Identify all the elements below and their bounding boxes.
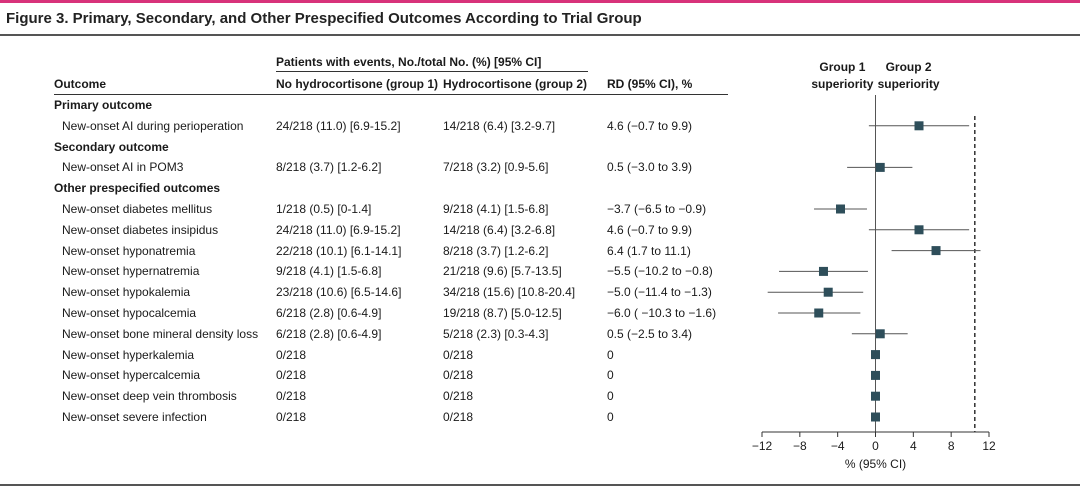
- table-cell-group-1: 0/218: [276, 389, 307, 404]
- table-cell-outcome: New-onset hypocalcemia: [62, 306, 197, 320]
- table-cell-group-1: 8/218 (3.7) [1.2-6.2]: [276, 160, 382, 175]
- x-tick-label: 12: [982, 439, 996, 453]
- point-estimate-marker: [914, 225, 924, 235]
- point-estimate-marker: [871, 350, 880, 360]
- point-estimate-marker: [875, 162, 885, 172]
- table-cell-group-2: 14/218 (6.4) [3.2-9.7]: [443, 118, 556, 133]
- table-cell-rd: 0: [607, 368, 614, 383]
- col-header-rd: RD (95% CI), %: [607, 77, 693, 91]
- point-estimate-marker: [875, 329, 885, 339]
- col-header-group1: No hydrocortisone (group 1): [276, 77, 438, 91]
- figure-title: Figure 3. Primary, Secondary, and Other …: [6, 10, 642, 27]
- table-cell-group-1: 22/218 (10.1) [6.1-14.1]: [276, 243, 402, 258]
- table-cell-outcome: New-onset hypernatremia: [62, 264, 200, 279]
- table-cell-outcome: New-onset diabetes insipidus: [62, 222, 219, 237]
- table-cell-outcome: New-onset deep vein thrombosis: [62, 389, 237, 404]
- table-cell-outcome: New-onset diabetes mellitus: [62, 202, 213, 216]
- table-cell-rd: 6.4 (1.7 to 11.1): [607, 243, 691, 258]
- table-cell-rd: −6.0 ( −10.3 to −1.6): [607, 306, 717, 320]
- table-cell-outcome: New-onset AI in POM3: [62, 160, 184, 175]
- table-cell-rd: 0.5 (−3.0 to 3.9): [607, 160, 693, 175]
- table-cell-group-1: 0/218: [276, 368, 307, 383]
- point-estimate-marker: [823, 287, 833, 297]
- table-cell-rd: 0: [607, 389, 614, 404]
- table-cell-group-1: 24/218 (11.0) [6.9-15.2]: [276, 222, 401, 237]
- table-cell-group-1: 23/218 (10.6) [6.5-14.6]: [276, 285, 402, 300]
- x-tick-label: 4: [910, 439, 917, 453]
- table-cell-rd: 4.6 (−0.7 to 9.9): [607, 222, 693, 237]
- table-cell-group-1: 0/218: [276, 347, 307, 362]
- table-cell-group-1: 0/218: [276, 410, 307, 424]
- col-header-group2: Hydrocortisone (group 2): [443, 77, 588, 91]
- table-cell-outcome: New-onset hyperkalemia: [62, 347, 195, 362]
- table-cell-group-1: 6/218 (2.8) [0.6-4.9]: [276, 326, 382, 341]
- table-cell-group-2: 8/218 (3.7) [1.2-6.2]: [443, 243, 549, 258]
- table-cell-group-2: 0/218: [443, 368, 474, 383]
- favors-left-label: Group 1: [819, 60, 865, 74]
- point-estimate-marker: [931, 246, 941, 256]
- point-estimate-marker: [871, 412, 880, 422]
- spanning-header: Patients with events, No./total No. (%) …: [276, 55, 542, 69]
- table-cell-group-1: 24/218 (11.0) [6.9-15.2]: [276, 118, 401, 133]
- forest-plot: Group 1 superiority Group 2 superiority −12 −…: [752, 60, 996, 471]
- table-cell-outcome: New-onset AI during perioperation: [62, 118, 244, 133]
- table-cell-group-2: 5/218 (2.3) [0.3-4.3]: [443, 326, 549, 341]
- favors-right-label: superiority: [878, 77, 940, 91]
- table-cell-group-2: 19/218 (8.7) [5.0-12.5]: [443, 306, 562, 320]
- point-estimate-marker: [871, 391, 880, 401]
- table-cell-rd: 0: [607, 347, 614, 362]
- favors-left-label: superiority: [811, 77, 873, 91]
- section-title: Primary outcome: [54, 98, 153, 112]
- spanning-header-rule: [276, 71, 588, 72]
- title-underline: [0, 34, 1080, 36]
- table-cell-group-2: 9/218 (4.1) [1.5-6.8]: [443, 202, 549, 216]
- table-cell-group-2: 7/218 (3.2) [0.9-5.6]: [443, 160, 549, 175]
- table-cell-rd: −3.7 (−6.5 to −0.9): [607, 202, 707, 216]
- table-cell-group-2: 0/218: [443, 347, 474, 362]
- table-cell-outcome: New-onset bone mineral density loss: [62, 326, 259, 341]
- col-header-outcome: Outcome: [54, 77, 107, 91]
- point-estimate-marker: [914, 121, 924, 131]
- table-cell-group-2: 0/218: [443, 389, 474, 404]
- x-tick-label: −4: [831, 439, 845, 453]
- table-cell-group-1: 9/218 (4.1) [1.5-6.8]: [276, 264, 382, 279]
- x-tick-label: 8: [948, 439, 955, 453]
- table-cell-rd: 0.5 (−2.5 to 3.4): [607, 326, 693, 341]
- table-cell-group-2: 14/218 (6.4) [3.2-6.8]: [443, 222, 556, 237]
- bottom-rule: [0, 484, 1080, 486]
- table-cell-group-2: 34/218 (15.6) [10.8-20.4]: [443, 285, 576, 300]
- section-title: Other prespecified outcomes: [54, 181, 221, 196]
- point-estimate-marker: [814, 308, 824, 318]
- table-cell-rd: 4.6 (−0.7 to 9.9): [607, 118, 693, 133]
- point-estimate-marker: [818, 266, 828, 276]
- table-cell-group-2: 0/218: [443, 410, 474, 424]
- table-cell-outcome: New-onset hyponatremia: [62, 243, 196, 258]
- table-cell-outcome: New-onset severe infection: [62, 410, 207, 424]
- table-cell-rd: 0: [607, 410, 614, 424]
- x-tick-label: 0: [872, 439, 879, 453]
- table-cell-group-1: 1/218 (0.5) [0-1.4]: [276, 202, 372, 216]
- point-estimate-marker: [871, 370, 880, 380]
- section-title: Secondary outcome: [54, 139, 169, 154]
- table-cell-group-1: 6/218 (2.8) [0.6-4.9]: [276, 306, 382, 320]
- point-estimate-marker: [836, 204, 846, 214]
- top-accent-rule: [0, 0, 1080, 3]
- table-cell-group-2: 21/218 (9.6) [5.7-13.5]: [443, 264, 562, 279]
- table-cell-rd: −5.5 (−10.2 to −0.8): [607, 264, 713, 279]
- x-tick-label: −12: [752, 439, 773, 453]
- table-cell-outcome: New-onset hypercalcemia: [62, 368, 201, 383]
- table-cell-outcome: New-onset hypokalemia: [62, 285, 191, 300]
- x-tick-label: −8: [793, 439, 807, 453]
- favors-right-label: Group 2: [886, 60, 932, 74]
- x-axis-label: % (95% CI): [845, 457, 906, 471]
- header-rule: [54, 94, 728, 95]
- table-cell-rd: −5.0 (−11.4 to −1.3): [607, 285, 712, 300]
